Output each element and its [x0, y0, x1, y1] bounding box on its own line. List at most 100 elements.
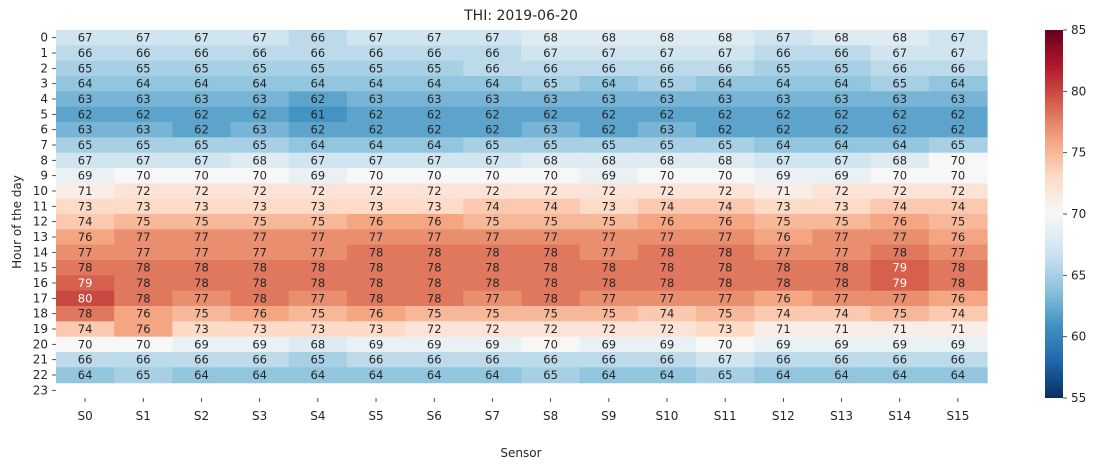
cell-value-label: 66	[951, 61, 966, 75]
heatmap-cell	[870, 275, 930, 292]
x-tick-label: S7	[485, 409, 500, 423]
heatmap-cell	[230, 214, 290, 230]
cell-value-label: 66	[369, 353, 384, 367]
cell-value-label: 72	[601, 322, 616, 336]
heatmap-cell	[579, 76, 639, 92]
cell-value-label: 78	[427, 276, 442, 290]
heatmap-cell	[870, 306, 930, 322]
cell-value-label: 68	[543, 153, 558, 167]
heatmap-cell	[696, 336, 755, 353]
x-tick-label: S0	[77, 409, 92, 423]
heatmap-cell	[346, 367, 406, 384]
cell-value-label: 74	[951, 199, 966, 213]
heatmap-cell	[928, 122, 988, 138]
heatmap-cell	[812, 321, 872, 338]
heatmap-cell	[56, 367, 115, 384]
heatmap-cell	[696, 122, 755, 138]
cell-value-label: 64	[427, 368, 442, 382]
heatmap-cell	[288, 275, 348, 292]
heatmap-cell	[812, 152, 872, 169]
heatmap-cell	[579, 275, 639, 292]
cell-value-label: 78	[892, 245, 907, 259]
heatmap-cell	[288, 122, 348, 138]
cell-value-label: 62	[427, 107, 442, 121]
cell-value-label: 64	[601, 77, 616, 91]
cell-value-label: 66	[194, 46, 209, 60]
cell-value-label: 77	[660, 230, 675, 244]
cell-value-label: 78	[252, 276, 267, 290]
heatmap-cell	[812, 367, 872, 384]
heatmap-cell	[696, 30, 755, 46]
heatmap-cell	[463, 306, 523, 322]
heatmap-cell	[172, 45, 232, 62]
heatmap-cell	[405, 336, 464, 353]
cell-value-label: 78	[776, 261, 791, 275]
heatmap-cell	[56, 168, 115, 184]
cell-value-label: 66	[427, 46, 442, 60]
cell-value-label: 76	[776, 230, 791, 244]
heatmap-cell	[230, 183, 290, 200]
cell-value-label: 67	[485, 153, 500, 167]
cell-value-label: 69	[660, 337, 675, 351]
cell-value-label: 67	[194, 31, 209, 45]
cell-value-label: 62	[194, 107, 209, 121]
cell-value-label: 68	[601, 31, 616, 45]
cell-value-label: 63	[660, 92, 675, 106]
heatmap-cell	[754, 214, 814, 230]
heatmap-cell	[521, 152, 581, 169]
cell-value-label: 72	[194, 184, 209, 198]
cell-value-label: 65	[601, 138, 616, 152]
heatmap-cell	[288, 214, 348, 230]
cell-value-label: 74	[78, 215, 93, 229]
cell-value-label: 66	[543, 61, 558, 75]
colorbar-tick-label: 85	[1071, 23, 1086, 37]
cell-value-label: 65	[660, 138, 675, 152]
heatmap-cell	[346, 183, 406, 200]
heatmap-cell	[812, 260, 872, 276]
cell-value-label: 69	[369, 337, 384, 351]
heatmap-cell	[288, 306, 348, 322]
heatmap-cell	[56, 352, 115, 368]
heatmap-cell	[56, 198, 115, 215]
heatmap-cell	[812, 290, 872, 307]
cell-value-label: 66	[543, 353, 558, 367]
cell-value-label: 74	[485, 199, 500, 213]
cell-value-label: 78	[194, 276, 209, 290]
heatmap-cell	[928, 214, 988, 230]
heatmap-cell	[463, 122, 523, 138]
cell-value-label: 64	[892, 138, 907, 152]
cell-value-label: 70	[136, 169, 151, 183]
cell-value-label: 62	[718, 123, 733, 137]
cell-value-label: 63	[252, 123, 267, 137]
heatmap-cell	[230, 290, 290, 307]
heatmap-cell	[172, 76, 232, 92]
cell-value-label: 76	[252, 307, 267, 321]
heatmap-cell	[928, 30, 988, 46]
cell-value-label: 66	[892, 61, 907, 75]
heatmap-cell	[754, 229, 814, 246]
cell-value-label: 64	[834, 77, 849, 91]
heatmap-cell	[812, 352, 872, 368]
cell-value-label: 63	[951, 92, 966, 106]
heatmap-cell	[812, 45, 872, 62]
x-axis-label: Sensor	[500, 446, 541, 460]
cell-value-label: 66	[892, 353, 907, 367]
heatmap-cell	[56, 244, 115, 261]
y-tick-label: 2	[40, 61, 48, 75]
cell-value-label: 78	[660, 261, 675, 275]
cell-value-label: 68	[718, 153, 733, 167]
heatmap-cell	[637, 321, 697, 338]
heatmap-cell	[696, 152, 755, 169]
cell-value-label: 66	[369, 46, 384, 60]
heatmap-cell	[754, 152, 814, 169]
cell-value-label: 77	[601, 230, 616, 244]
cell-value-label: 67	[601, 46, 616, 60]
cell-value-label: 73	[252, 322, 267, 336]
heatmap-cell	[172, 229, 232, 246]
heatmap-cell	[405, 45, 464, 62]
cell-value-label: 77	[252, 230, 267, 244]
heatmap-cell	[812, 214, 872, 230]
cell-value-label: 67	[311, 153, 326, 167]
cell-value-label: 62	[485, 107, 500, 121]
cell-value-label: 75	[252, 215, 267, 229]
